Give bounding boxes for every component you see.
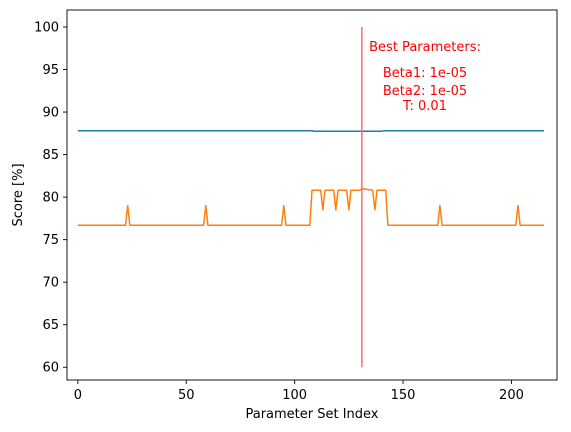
y-tick-label: 70 <box>42 276 59 291</box>
y-axis-ticks: 60 65 70 75 80 85 90 95 100 <box>34 21 67 376</box>
annotation-line-4: T: 0.01 <box>402 99 447 114</box>
axes-frame <box>66 9 558 381</box>
y-tick-label: 90 <box>42 106 59 121</box>
x-tick-label: 0 <box>74 388 82 403</box>
y-tick-label: 80 <box>42 191 59 206</box>
y-tick-label: 85 <box>42 148 59 163</box>
y-tick-label: 100 <box>34 21 59 36</box>
x-tick-label: 50 <box>178 388 195 403</box>
y-axis-label: Score [%] <box>11 163 26 226</box>
y-tick-label: 95 <box>42 63 59 78</box>
x-axis-ticks: 0 50 100 150 200 <box>74 380 524 403</box>
annotation-line-2: Beta1: 1e-05 <box>383 66 467 81</box>
y-tick-label: 65 <box>42 318 59 333</box>
x-tick-label: 100 <box>282 388 307 403</box>
series-line-2 <box>77 187 544 226</box>
annotation-line-3: Beta2: 1e-05 <box>383 84 467 99</box>
annotation-line-1: Best Parameters: <box>369 40 481 55</box>
x-tick-label: 200 <box>499 388 524 403</box>
y-tick-label: 75 <box>42 233 59 248</box>
y-tick-label: 60 <box>42 361 59 376</box>
x-tick-label: 150 <box>391 388 416 403</box>
x-axis-label: Parameter Set Index <box>245 407 378 422</box>
plot-area <box>77 27 544 368</box>
best-parameters-annotation: Best Parameters: Beta1: 1e-05 Beta2: 1e-05… <box>369 40 481 114</box>
